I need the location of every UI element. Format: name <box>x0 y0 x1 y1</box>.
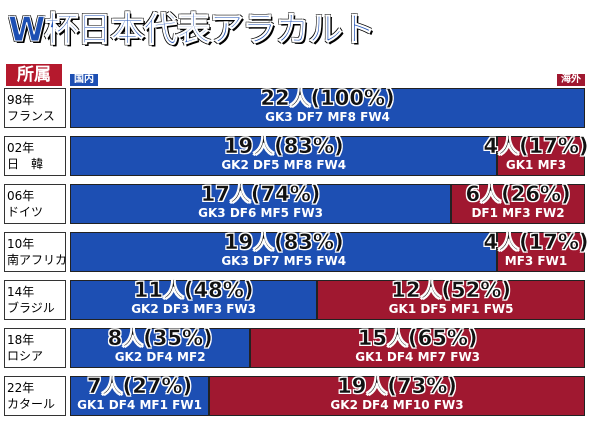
value-label: 19人(83%) <box>223 230 344 254</box>
value-label: 19人(83%) <box>223 134 344 158</box>
detail-label: GK3 DF7 MF5 FW4 <box>221 254 347 268</box>
detail-label: MF3 FW1 <box>504 254 568 268</box>
legend-item: 国内 <box>70 74 98 86</box>
detail-label: GK2 DF4 MF10 FW3 <box>330 398 464 412</box>
value-label: 12人(52%) <box>391 278 511 302</box>
category-label: 02年 日 韓 <box>4 136 66 176</box>
bar-segment <box>70 376 210 416</box>
bar-segment <box>70 184 452 224</box>
value-label: 8人(35%) <box>107 326 213 350</box>
bar-segment <box>70 280 318 320</box>
bar-segment <box>250 328 585 368</box>
value-label: 4人(17%) <box>483 134 589 158</box>
detail-label: DF1 MF3 FW2 <box>471 206 565 220</box>
value-label: 19人(73%) <box>337 374 457 398</box>
bar-segment <box>70 328 251 368</box>
value-label: 11人(48%) <box>133 278 254 302</box>
value-label: 15人(65%) <box>357 326 478 350</box>
bar-segment <box>317 280 585 320</box>
value-label: 7人(27%) <box>86 374 193 398</box>
detail-label: GK3 DF6 MF5 FW3 <box>198 206 323 220</box>
detail-label: GK3 DF7 MF8 FW4 <box>265 110 390 124</box>
bar-segment <box>451 184 585 224</box>
detail-label: GK1 DF4 MF7 FW3 <box>355 350 481 364</box>
bar-segment <box>497 136 585 176</box>
category-label: 18年 ロシア <box>4 328 66 368</box>
value-label: 22人(100%) <box>260 86 395 110</box>
category-label: 10年 南アフリカ <box>4 232 67 272</box>
category-label: 22年 カタール <box>4 376 66 416</box>
value-label: 17人(74%) <box>200 182 321 206</box>
bar-segment <box>209 376 585 416</box>
value-label: 4人(17%) <box>483 230 589 254</box>
detail-label: GK1 DF5 MF1 FW5 <box>388 302 514 316</box>
bar-segment <box>70 88 585 128</box>
category-label: 14年 ブラジル <box>4 280 66 320</box>
detail-label: GK2 DF4 MF2 <box>114 350 206 364</box>
chart-title: W杯日本代表アラカルト <box>8 10 377 51</box>
bar-segment <box>497 232 585 272</box>
detail-label: GK2 DF3 MF3 FW3 <box>131 302 256 316</box>
detail-label: GK1 DF4 MF1 FW1 <box>77 398 202 412</box>
category-label: 98年 フランス <box>4 88 66 128</box>
bar-segment <box>70 136 498 176</box>
bar-segment <box>70 232 498 272</box>
value-label: 6人(26%) <box>465 182 571 206</box>
legend-title: 所属 <box>6 64 62 86</box>
detail-label: GK2 DF5 MF8 FW4 <box>221 158 347 172</box>
detail-label: GK1 MF3 <box>505 158 567 172</box>
legend-item: 海外 <box>557 74 585 86</box>
category-label: 06年 ドイツ <box>4 184 66 224</box>
